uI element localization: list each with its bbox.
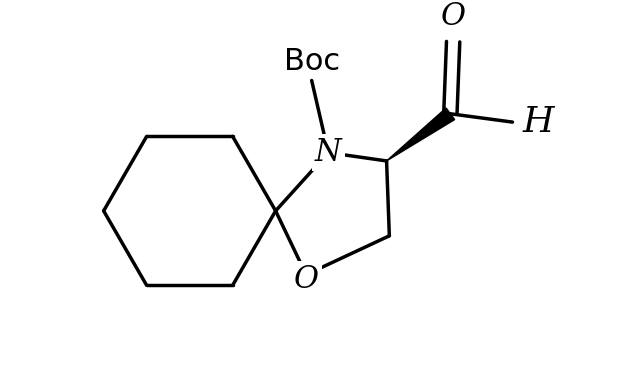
- Text: H: H: [522, 105, 554, 139]
- Text: O: O: [294, 264, 319, 295]
- Text: N: N: [315, 137, 342, 168]
- Text: Boc: Boc: [284, 46, 340, 75]
- Polygon shape: [387, 108, 454, 161]
- Text: O: O: [440, 1, 466, 32]
